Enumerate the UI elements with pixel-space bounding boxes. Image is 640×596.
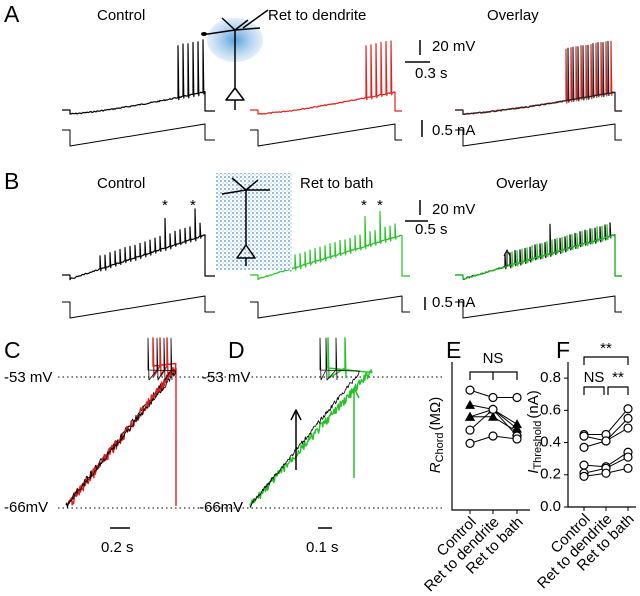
- current-trace: [250, 295, 410, 319]
- arrow: [503, 249, 511, 266]
- triangle-point: [488, 411, 498, 421]
- scale-label: 0.5 nA: [432, 294, 475, 311]
- label: Ret to dendrite: [268, 7, 366, 24]
- circle-point: [488, 431, 498, 441]
- y-tick-label: 0.6: [540, 401, 561, 418]
- zoom-trace: [65, 337, 177, 506]
- level-label: -53 mV: [4, 369, 52, 386]
- bracket: [583, 356, 629, 365]
- circle-point: [579, 460, 589, 470]
- level-label: -66mV: [199, 499, 243, 516]
- level-label: -53 mV: [202, 369, 250, 386]
- panel-label: B: [4, 168, 19, 194]
- y-axis-label-part: (nA): [525, 390, 542, 418]
- circle-point: [579, 431, 589, 441]
- circle-point: [601, 436, 611, 446]
- level-label: -66mV: [4, 499, 48, 516]
- asterisk: *: [377, 197, 383, 214]
- scale-label: 0.5 s: [415, 221, 448, 238]
- voltage-trace: [455, 40, 622, 116]
- y-tick-label: 0.4: [540, 434, 561, 451]
- panel-label: D: [228, 337, 245, 363]
- label: Overlay: [487, 7, 539, 24]
- label: Control: [97, 7, 145, 24]
- circle-point: [623, 452, 633, 462]
- circle-point: [623, 423, 633, 433]
- bracket: [583, 386, 605, 395]
- scale-label: 0.2 s: [101, 539, 134, 556]
- y-axis-label-part: R: [427, 462, 444, 473]
- panel-label: F: [556, 337, 570, 363]
- current-trace: [250, 123, 402, 147]
- circle-point: [488, 392, 498, 403]
- circle-point: [623, 413, 633, 423]
- annotation: **: [612, 369, 624, 386]
- neuron: [221, 177, 270, 266]
- voltage-trace: [250, 210, 410, 281]
- scale-label: 0.3 s: [415, 65, 448, 82]
- circle-point: [488, 404, 498, 414]
- circle-point: [623, 463, 633, 473]
- circle-point: [465, 385, 475, 395]
- y-axis-label: IThreshold (nA): [525, 390, 544, 473]
- label: Control: [97, 175, 145, 192]
- scale-label: 0.1 s: [306, 539, 339, 556]
- scale-label: 20 mV: [432, 201, 475, 218]
- voltage-trace: [250, 40, 402, 115]
- current-trace: [62, 123, 215, 147]
- panel-label: E: [446, 337, 461, 363]
- arrow: [348, 387, 360, 478]
- label: Ret to bath: [300, 175, 373, 192]
- panel-label: C: [4, 337, 21, 363]
- y-axis-label: RChord(MΩ): [427, 397, 446, 474]
- label: Overlay: [496, 175, 548, 192]
- asterisk: *: [190, 197, 196, 214]
- y-axis-label-part: Threshold: [532, 421, 544, 470]
- circle-point: [512, 434, 522, 444]
- triangle-point: [465, 411, 475, 421]
- y-axis-label-part: Chord: [434, 432, 446, 462]
- circle-point: [579, 471, 589, 481]
- axis: [451, 362, 530, 511]
- annotation: NS: [584, 369, 605, 386]
- circle-point: [623, 404, 633, 414]
- current-trace: [455, 295, 622, 319]
- y-tick-label: 0.2: [540, 466, 561, 483]
- circle-point: [465, 425, 475, 435]
- voltage-trace: [455, 40, 622, 115]
- triangle-point: [465, 399, 475, 409]
- panel-label: A: [4, 1, 20, 27]
- current-trace: [62, 295, 215, 319]
- circle-point: [465, 438, 475, 448]
- annotation: **: [600, 340, 612, 357]
- voltage-trace: [455, 224, 622, 280]
- bracket: [607, 386, 629, 395]
- y-tick-label: 0.8: [540, 369, 561, 386]
- circle-point: [601, 468, 611, 478]
- annotation: NS: [483, 350, 504, 367]
- scale-label: 0.5 nA: [432, 122, 475, 139]
- scale-label: 20 mV: [432, 38, 475, 55]
- circle-point: [579, 442, 589, 452]
- current-trace: [455, 123, 622, 147]
- y-tick-label: 0.0: [540, 498, 561, 515]
- zoom-trace: [249, 337, 361, 508]
- voltage-trace: [62, 208, 215, 281]
- asterisk: *: [361, 197, 367, 214]
- stain-box: [216, 173, 292, 270]
- asterisk: *: [162, 197, 168, 214]
- arrow: [290, 409, 302, 470]
- y-axis-label-part: (MΩ): [427, 397, 444, 431]
- voltage-trace: [62, 39, 215, 115]
- pipette-tip: [201, 32, 207, 36]
- circle-point: [512, 392, 522, 403]
- y-axis-label-part: I: [525, 470, 542, 474]
- bracket: [469, 371, 518, 380]
